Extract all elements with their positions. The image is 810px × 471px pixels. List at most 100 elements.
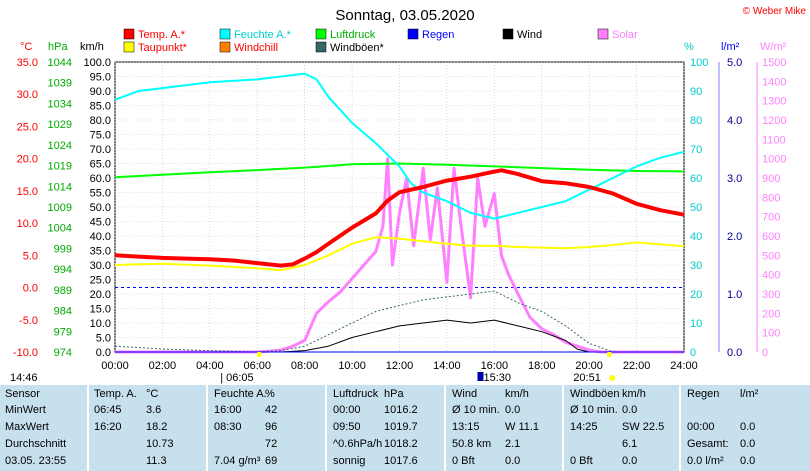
legend-swatch xyxy=(123,28,135,40)
tick-time: 14:00 xyxy=(433,360,461,372)
table-cell-value: 0.0 xyxy=(622,404,638,416)
table-separator xyxy=(206,385,208,471)
unit-solar: W/m² xyxy=(760,41,787,53)
tick-hpa: 1004 xyxy=(48,223,72,235)
tick-hpa: 989 xyxy=(54,285,72,297)
tick-solar: 100 xyxy=(762,328,780,340)
table-cell-time: 09:50 xyxy=(333,421,361,433)
table-cell-value: SW 22.5 xyxy=(622,421,665,433)
tick-temp: -5.0 xyxy=(19,315,38,327)
table-cell-time: sonnig xyxy=(333,455,366,467)
series-luftdruck xyxy=(114,162,685,179)
table-cell-value: 69 xyxy=(265,455,278,467)
tick-kmh: 20.0 xyxy=(90,289,111,301)
tick-rain: 1.0 xyxy=(727,289,742,301)
tick-solar: 1200 xyxy=(762,115,786,127)
axes: °C hPa km/h% l/m² W/m² 35.0 30.0 25.0 20.0 15.0 10… xyxy=(13,41,787,372)
table-header-wind: Wind xyxy=(452,388,478,400)
table-cell-time: Ø 10 min. xyxy=(570,404,618,416)
tick-hpa: 1014 xyxy=(48,181,72,193)
series-solar xyxy=(115,157,684,354)
unit-pct: % xyxy=(684,41,694,53)
legend-label: Feuchte A.* xyxy=(234,29,292,41)
tick-hpa: 1029 xyxy=(48,119,72,131)
table-header-unit: hPa xyxy=(384,388,404,400)
tick-pct: 20 xyxy=(690,289,702,301)
table-cell-value: 0.0 xyxy=(740,455,756,467)
tick-hpa: 1009 xyxy=(48,202,72,214)
tick-time: 12:00 xyxy=(386,360,414,372)
table-cell-value: 18.2 xyxy=(146,421,168,433)
noon-mark xyxy=(477,372,484,381)
table-row-label: Durchschnitt xyxy=(5,438,67,450)
tick-kmh: 55.0 xyxy=(90,188,111,200)
tick-kmh: 5.0 xyxy=(96,333,111,345)
table-header-sensor: Sensor xyxy=(5,388,40,400)
tick-time: 10:00 xyxy=(338,360,366,372)
tick-kmh: 10.0 xyxy=(90,318,111,330)
tick-time: 22:00 xyxy=(623,360,651,372)
tick-kmh: 40.0 xyxy=(90,231,111,243)
tick-time: 20:00 xyxy=(575,360,603,372)
table-cell-value: W 11.1 xyxy=(505,421,540,433)
table-cell-value: 0.0 xyxy=(505,404,521,416)
noon-time: 15:30 xyxy=(483,372,511,384)
tick-rain: 5.0 xyxy=(727,57,742,69)
tick-hpa: 1039 xyxy=(48,78,72,90)
tick-hpa: 974 xyxy=(54,347,72,359)
tick-solar: 300 xyxy=(762,289,780,301)
tick-temp: 35.0 xyxy=(17,57,38,69)
table-header-druck: Luftdruck xyxy=(333,388,379,400)
tick-pct: 30 xyxy=(690,260,702,272)
tick-solar: 600 xyxy=(762,231,780,243)
tick-kmh: 95.0 xyxy=(90,72,111,84)
tick-kmh: 80.0 xyxy=(90,115,111,127)
weather-chart: Sonntag, 03.05.2020 © Weber Mike Temp. A… xyxy=(10,6,806,384)
tick-temp: 5.0 xyxy=(23,250,38,262)
tick-pct: 0 xyxy=(690,347,696,359)
table-cell-value: 11.3 xyxy=(146,455,167,467)
tick-solar: 1000 xyxy=(762,154,786,166)
tick-hpa: 994 xyxy=(54,264,72,276)
legend-label: Windchill xyxy=(234,42,278,54)
tick-rain: 0.0 xyxy=(727,347,742,359)
tick-pct: 70 xyxy=(690,144,702,156)
table-cell-time: 13:15 xyxy=(452,421,480,433)
tick-time: 06:00 xyxy=(243,360,271,372)
sunrise-mark xyxy=(257,352,262,357)
tick-kmh: 60.0 xyxy=(90,173,111,185)
tick-kmh: 45.0 xyxy=(90,217,111,229)
tick-kmh: 100.0 xyxy=(83,57,111,69)
sunrise-left: 14:46 xyxy=(10,372,38,384)
table-header-unit: l/m² xyxy=(740,388,759,400)
table-separator xyxy=(562,385,564,471)
legend-label: Regen xyxy=(422,29,454,41)
stats-table xyxy=(0,385,810,471)
table-cell-value: 0.0 xyxy=(622,455,638,467)
tick-kmh: 25.0 xyxy=(90,275,111,287)
table-separator xyxy=(87,385,89,471)
table-row-label: MaxWert xyxy=(5,421,49,433)
legend: Temp. A.*Taupunkt* Feuchte A.*Windchill Lu… xyxy=(123,28,638,54)
tick-pct: 80 xyxy=(690,115,702,127)
legend-label: Windböen* xyxy=(330,42,385,54)
tick-time: 00:00 xyxy=(101,360,129,372)
tick-time: 04:00 xyxy=(196,360,224,372)
series-temp-a xyxy=(114,168,685,268)
tick-time: 18:00 xyxy=(528,360,556,372)
tick-solar: 800 xyxy=(762,192,780,204)
table-cell-time: 08:30 xyxy=(214,421,242,433)
table-cell-value: 0.0 xyxy=(740,438,756,450)
legend-swatch xyxy=(597,28,609,40)
tick-hpa: 1019 xyxy=(48,161,72,173)
series-feuchte-a xyxy=(114,72,685,220)
tick-kmh: 35.0 xyxy=(90,246,111,258)
unit-temp: °C xyxy=(20,41,32,53)
tick-temp: 30.0 xyxy=(17,89,38,101)
table-separator xyxy=(444,385,446,471)
tick-rain: 4.0 xyxy=(727,115,742,127)
legend-swatch xyxy=(502,28,514,40)
table-header-regen: Regen xyxy=(687,388,720,400)
tick-kmh: 0.0 xyxy=(96,347,111,359)
table-header-feuchte: Feuchte A. xyxy=(214,388,267,400)
